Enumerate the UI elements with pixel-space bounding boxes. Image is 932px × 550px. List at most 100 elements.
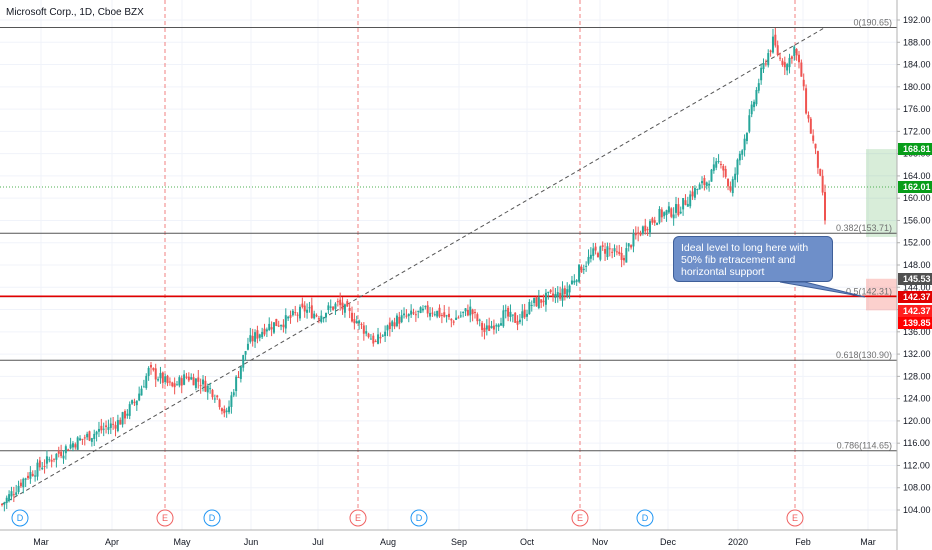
candle-body (105, 425, 108, 428)
candle-body (783, 62, 786, 68)
candle-body (57, 451, 60, 454)
candle-body (608, 248, 611, 250)
candle-body (1, 504, 3, 506)
event-label: E (792, 513, 798, 523)
y-tick-label: 112.00 (903, 460, 930, 470)
price-label-box (898, 305, 932, 317)
candle-body (36, 462, 39, 477)
price-label-box (898, 291, 932, 303)
candle-body (528, 301, 531, 315)
dividend-marker[interactable]: D (203, 509, 221, 527)
candle-body (228, 406, 231, 413)
x-tick-label: Oct (520, 537, 535, 547)
price-label: 142.37 (903, 292, 931, 302)
candle-body (79, 438, 82, 441)
candle-body (419, 307, 422, 314)
x-tick-label: 2020 (728, 537, 748, 547)
candle-body (438, 307, 441, 317)
event-circle (11, 509, 29, 527)
candle-body (660, 209, 663, 218)
earnings-marker[interactable]: E (156, 509, 174, 527)
candle-body (563, 288, 566, 295)
candle-body (809, 118, 812, 134)
candle-body (530, 304, 533, 306)
candle-body (466, 309, 469, 316)
candle-body (374, 341, 377, 343)
candle-body (745, 132, 748, 141)
candle-body (542, 300, 545, 303)
candle-body (8, 494, 11, 501)
candle-body (509, 311, 512, 318)
candle-body (232, 392, 235, 396)
candle-body (161, 372, 164, 383)
candle-body (242, 355, 245, 368)
candle-body (684, 200, 687, 205)
candle-body (272, 322, 275, 333)
candle-body (258, 334, 261, 338)
candle-body (717, 161, 720, 163)
candle-body (648, 221, 651, 233)
candle-body (797, 54, 800, 63)
candle-body (611, 251, 614, 253)
candle-body (140, 388, 143, 396)
candle-body (481, 322, 484, 330)
event-label: E (355, 513, 361, 523)
price-label-box (898, 143, 932, 155)
candle-body (157, 379, 160, 381)
candle-body (154, 368, 157, 380)
event-label: E (162, 513, 168, 523)
candle-body (93, 433, 96, 439)
y-tick-label: 172.00 (903, 126, 931, 136)
earnings-marker[interactable]: E (786, 509, 804, 527)
candle-body (656, 222, 659, 225)
dividend-marker[interactable]: D (636, 509, 654, 527)
candle-body (682, 197, 685, 210)
event-circle (636, 509, 654, 527)
candle-body (213, 398, 216, 400)
candles (1, 27, 826, 512)
candle-body (19, 482, 22, 487)
candle-body (381, 335, 384, 337)
dividend-marker[interactable]: D (410, 509, 428, 527)
candle-body (109, 423, 112, 428)
candle-body (601, 245, 604, 247)
candle-body (807, 114, 810, 119)
y-tick-label: 120.00 (903, 416, 931, 426)
candle-body (107, 427, 110, 430)
fib-level-label: 0.618(130.90) (836, 350, 892, 360)
candle-body (606, 246, 609, 258)
candle-body (10, 491, 13, 497)
candle-body (211, 389, 214, 398)
candle-body (644, 225, 647, 232)
candle-body (388, 322, 391, 329)
candle-body (126, 413, 129, 416)
price-label: 168.81 (903, 144, 931, 154)
candle-body (45, 456, 48, 464)
candle-body (320, 315, 323, 323)
candle-body (580, 266, 583, 273)
event-circle (410, 509, 428, 527)
event-label: D (642, 513, 649, 523)
candle-body (421, 308, 424, 311)
candle-body (613, 248, 616, 252)
candle-body (627, 243, 630, 247)
earnings-marker[interactable]: E (571, 509, 589, 527)
earnings-marker[interactable]: E (349, 509, 367, 527)
target-zone (866, 149, 897, 237)
dividend-marker[interactable]: D (11, 509, 29, 527)
y-tick-label: 164.00 (903, 171, 931, 181)
annotation-callout[interactable]: Ideal level to long here with 50% fib re… (673, 236, 833, 282)
candle-body (343, 304, 346, 313)
candle-body (549, 290, 552, 293)
candle-body (220, 408, 223, 412)
candle-body (296, 314, 299, 316)
candle-body (675, 204, 678, 213)
candle-body (696, 189, 699, 191)
candle-body (615, 251, 618, 253)
y-tick-label: 176.00 (903, 104, 931, 114)
candle-body (490, 326, 493, 329)
candle-body (218, 399, 221, 408)
candle-body (329, 306, 332, 308)
candle-body (400, 315, 403, 323)
x-tick-label: Mar (860, 537, 876, 547)
